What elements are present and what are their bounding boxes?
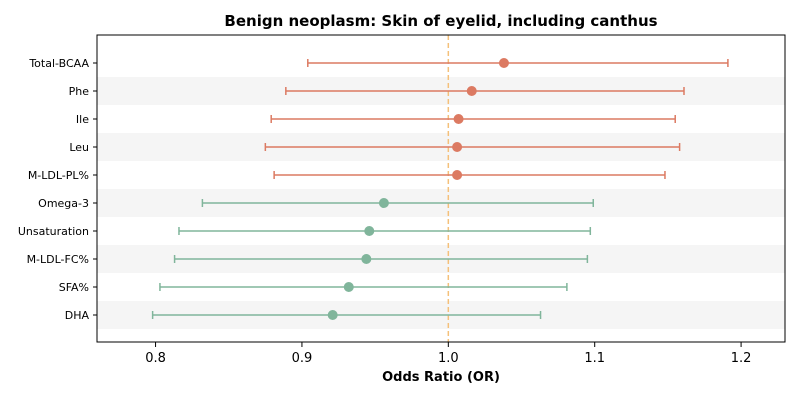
data-marks: [151, 58, 729, 320]
x-tick-label: 1.1: [584, 351, 605, 366]
category-label: M-LDL-PL%: [28, 169, 89, 182]
chart-title: Benign neoplasm: Skin of eyelid, includi…: [224, 12, 657, 30]
category-label: Total-BCAA: [28, 57, 89, 70]
x-axis-ticks: 0.8 0.9 1.0 1.1 1.2: [145, 342, 751, 366]
or-point: [452, 142, 463, 152]
plot-frame: [96, 34, 786, 343]
or-point: [364, 226, 375, 236]
x-axis-label: Odds Ratio (OR): [382, 370, 500, 385]
or-point: [453, 114, 464, 124]
category-label: DHA: [65, 309, 90, 322]
or-point: [361, 254, 372, 264]
or-point: [343, 282, 354, 292]
or-point: [466, 86, 477, 96]
category-label: M-LDL-FC%: [27, 253, 89, 266]
category-label: Omega-3: [38, 197, 89, 210]
x-tick-label: 1.2: [731, 351, 752, 366]
category-label: SFA%: [59, 281, 89, 294]
x-tick-label: 1.0: [438, 351, 459, 366]
x-tick-label: 0.9: [292, 351, 313, 366]
category-label: Unsaturation: [18, 225, 89, 238]
or-point: [378, 198, 389, 208]
or-point: [452, 170, 463, 180]
or-point: [498, 58, 509, 68]
x-tick-label: 0.8: [145, 351, 166, 366]
category-label: Leu: [69, 141, 89, 154]
category-label: Ile: [76, 113, 89, 126]
or-point: [327, 310, 338, 320]
category-label: Phe: [69, 85, 90, 98]
category-labels: Total-BCAA Phe Ile Leu M-LDL-PL% Omega-3 Unsat…: [18, 57, 97, 322]
